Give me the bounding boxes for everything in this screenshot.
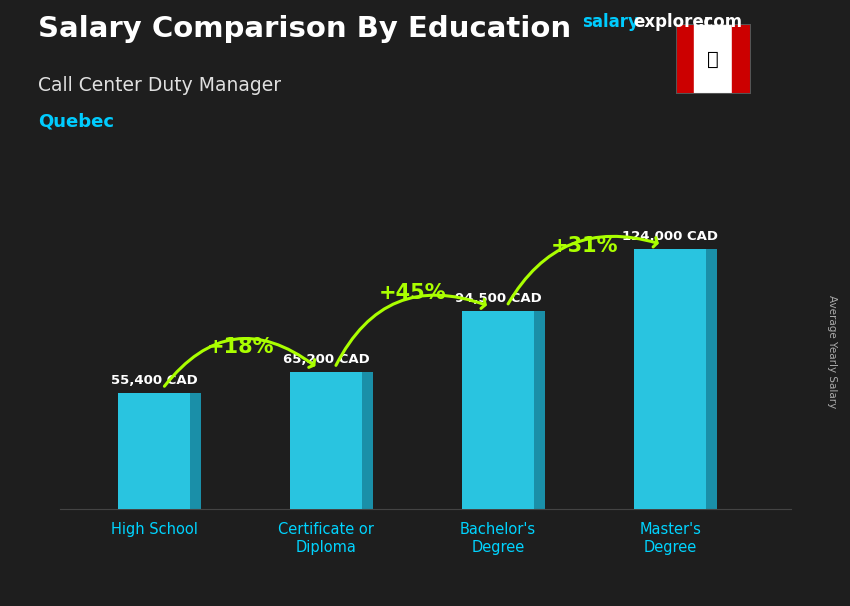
- Text: Quebec: Quebec: [38, 112, 114, 130]
- Polygon shape: [534, 310, 545, 509]
- Text: +31%: +31%: [550, 236, 618, 256]
- Text: 124,000 CAD: 124,000 CAD: [622, 230, 718, 242]
- Text: 94,500 CAD: 94,500 CAD: [455, 291, 541, 305]
- Text: 🍁: 🍁: [707, 50, 719, 68]
- Text: .com: .com: [697, 13, 742, 32]
- Bar: [676, 24, 694, 94]
- Text: Call Center Duty Manager: Call Center Duty Manager: [38, 76, 281, 95]
- Polygon shape: [362, 372, 373, 509]
- Text: explorer: explorer: [633, 13, 712, 32]
- Polygon shape: [190, 393, 201, 509]
- Text: 65,200 CAD: 65,200 CAD: [283, 353, 370, 366]
- Text: +18%: +18%: [207, 338, 274, 358]
- Bar: [462, 310, 534, 509]
- Text: 55,400 CAD: 55,400 CAD: [110, 374, 197, 387]
- Text: Salary Comparison By Education: Salary Comparison By Education: [38, 15, 571, 43]
- Bar: [634, 248, 706, 509]
- Bar: [290, 372, 362, 509]
- Bar: [118, 393, 190, 509]
- Text: salary: salary: [582, 13, 639, 32]
- Polygon shape: [706, 248, 717, 509]
- Bar: [694, 24, 732, 94]
- Text: Average Yearly Salary: Average Yearly Salary: [827, 295, 837, 408]
- Text: +45%: +45%: [378, 282, 446, 302]
- Bar: [732, 24, 751, 94]
